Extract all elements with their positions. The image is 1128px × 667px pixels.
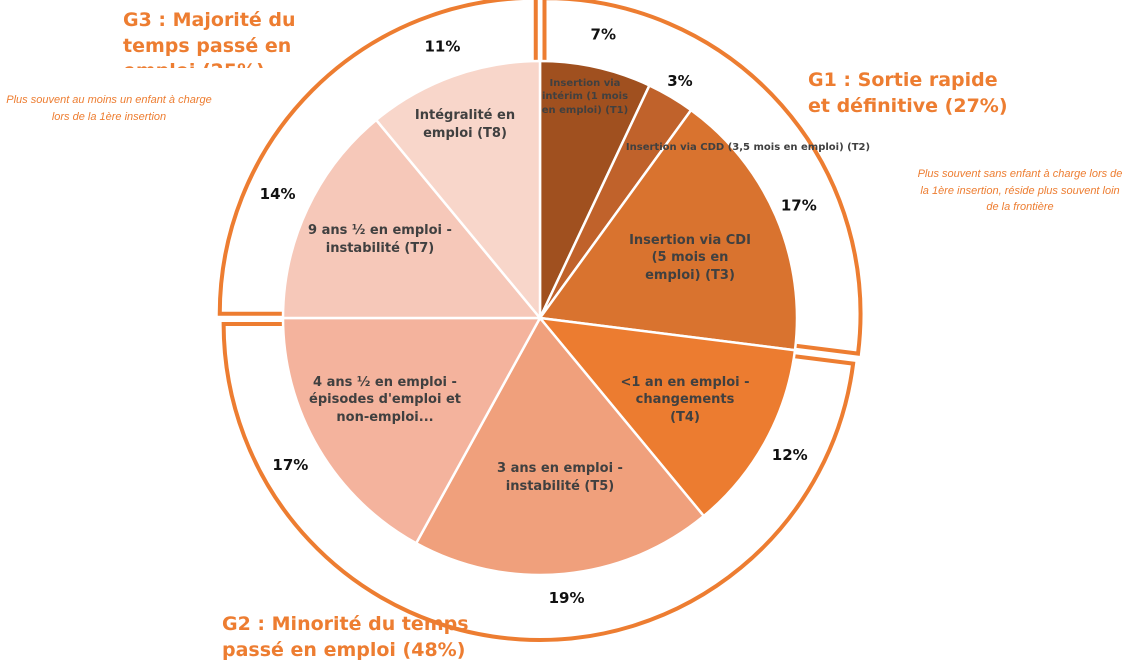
- value-label: 17%: [781, 197, 817, 215]
- slice-label-box: 3 ans en emploi - instabilité (T5): [497, 461, 623, 494]
- slice-label-box: <1 an en emploi - changements (T4): [620, 374, 750, 425]
- slice-label-box: Insertion via CDD (3,5 mois en emploi) (…: [625, 142, 871, 154]
- slice-label-box: Intégralité en emploi (T8): [414, 108, 516, 141]
- group-note-box: Plus souvent au moins un enfant à charge…: [6, 94, 212, 123]
- slice-label-box: 4 ans ½ en emploi - épisodes d'emploi et…: [309, 374, 461, 425]
- slice-label: Insertion via intérim (1 mois en emploi)…: [541, 77, 629, 116]
- value-label: 3%: [667, 72, 692, 90]
- group-note-box: Plus souvent sans enfant à charge lors d…: [917, 168, 1123, 213]
- pie-slice: [281, 316, 543, 545]
- slice-label: 4 ans ½ en emploi - épisodes d'emploi et…: [309, 374, 461, 425]
- value-label: 17%: [272, 456, 308, 474]
- group-label: G2 : Minorité du temps passé en emploi (…: [222, 613, 469, 661]
- slice-label: 3 ans en emploi - instabilité (T5): [497, 461, 623, 494]
- slice-label: 9 ans ½ en emploi - instabilité (T7): [308, 223, 452, 256]
- pie-slice: [537, 108, 799, 352]
- slice-label-box: Insertion via intérim (1 mois en emploi)…: [541, 77, 629, 116]
- group-label: G1 : Sortie rapide et définitive (27%): [808, 69, 1008, 117]
- group-note: Plus souvent au moins un enfant à charge…: [6, 94, 212, 123]
- value-label: 19%: [549, 589, 585, 607]
- slice-label: Insertion via CDI (5 mois en emploi) (T3…: [629, 232, 751, 283]
- slice-label-box: Insertion via CDI (5 mois en emploi) (T3…: [629, 232, 751, 283]
- value-label: 14%: [260, 185, 296, 203]
- group-label-box: G1 : Sortie rapide et définitive (27%): [808, 69, 1008, 117]
- pie-slice: [538, 59, 652, 319]
- slice-label: Intégralité en emploi (T8): [414, 108, 516, 141]
- pie-slice: [537, 316, 797, 518]
- slice-label: <1 an en emploi - changements (T4): [620, 374, 750, 425]
- group-label: G3 : Majorité du temps passé en emploi (…: [123, 9, 296, 68]
- value-label: 11%: [424, 38, 460, 56]
- pie-slice: [414, 315, 706, 577]
- value-label: 12%: [772, 446, 808, 464]
- slice-label: Insertion via CDD (3,5 mois en emploi) (…: [625, 142, 871, 154]
- pie-slice: [281, 118, 543, 320]
- group-label-box: G2 : Minorité du temps passé en emploi (…: [222, 613, 469, 661]
- value-label: 7%: [591, 25, 616, 43]
- group-note: Plus souvent sans enfant à charge lors d…: [917, 168, 1123, 213]
- slice-label-box: 9 ans ½ en emploi - instabilité (T7): [308, 223, 452, 256]
- group-label-box: G3 : Majorité du temps passé en emploi (…: [123, 9, 296, 68]
- pie-slice: [374, 59, 542, 322]
